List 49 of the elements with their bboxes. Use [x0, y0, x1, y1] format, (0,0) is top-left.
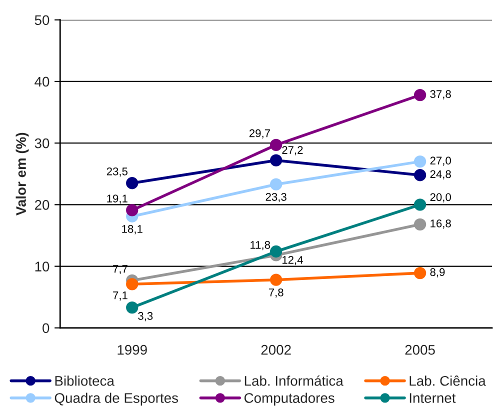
- x-tick-label: 2002: [261, 344, 291, 355]
- point: [126, 204, 138, 216]
- point: [270, 274, 282, 286]
- data-label: 19,1: [107, 194, 128, 204]
- legend-label: Computadores: [244, 392, 334, 406]
- point: [414, 155, 426, 168]
- x-tick-label: 2005: [405, 344, 435, 355]
- data-label: 7,8: [268, 288, 284, 298]
- data-label: 37,8: [430, 90, 451, 100]
- data-label: 16,8: [430, 220, 451, 229]
- data-label: 20,0: [430, 193, 451, 202]
- y-tick-label: 10: [35, 262, 50, 272]
- point: [126, 177, 138, 190]
- y-tick-label: 50: [34, 15, 50, 26]
- data-label: 27,2: [282, 146, 303, 156]
- legend-label: Biblioteca: [55, 376, 114, 386]
- point: [414, 218, 426, 230]
- data-label: 23,5: [106, 168, 128, 177]
- point: [414, 169, 426, 182]
- y-tick-label: 40: [34, 76, 50, 87]
- legend-label: Lab. Informática: [244, 375, 344, 386]
- point: [270, 138, 282, 151]
- data-label: 23,3: [266, 192, 286, 202]
- y-axis-title: Valor em (%): [16, 132, 29, 216]
- legend-label: Internet: [410, 393, 456, 403]
- legend-label: Lab. Ciência: [410, 376, 486, 386]
- data-label: 11,8: [250, 240, 270, 250]
- point: [414, 266, 426, 280]
- data-label: 3,3: [138, 312, 153, 322]
- data-label: 8,9: [430, 268, 445, 278]
- point: [270, 178, 282, 190]
- point: [414, 88, 426, 102]
- point: [126, 301, 138, 314]
- point: [414, 198, 426, 211]
- data-label: 18,1: [122, 225, 142, 234]
- data-label: 29,7: [249, 129, 270, 138]
- y-tick-label: 30: [34, 138, 50, 148]
- data-label: 7,1: [113, 292, 128, 301]
- data-label: 27,0: [430, 156, 451, 166]
- point: [270, 154, 282, 166]
- legend-label: Quadra de Esportes: [54, 392, 178, 406]
- point: [126, 278, 138, 290]
- data-label: 12,4: [282, 256, 303, 266]
- y-tick-label: 20: [34, 200, 50, 210]
- data-label: 7,7: [113, 264, 128, 274]
- data-label: 24,8: [430, 170, 451, 180]
- y-tick-label: 0: [42, 323, 50, 334]
- point: [270, 245, 282, 258]
- x-tick-label: 1999: [118, 344, 147, 355]
